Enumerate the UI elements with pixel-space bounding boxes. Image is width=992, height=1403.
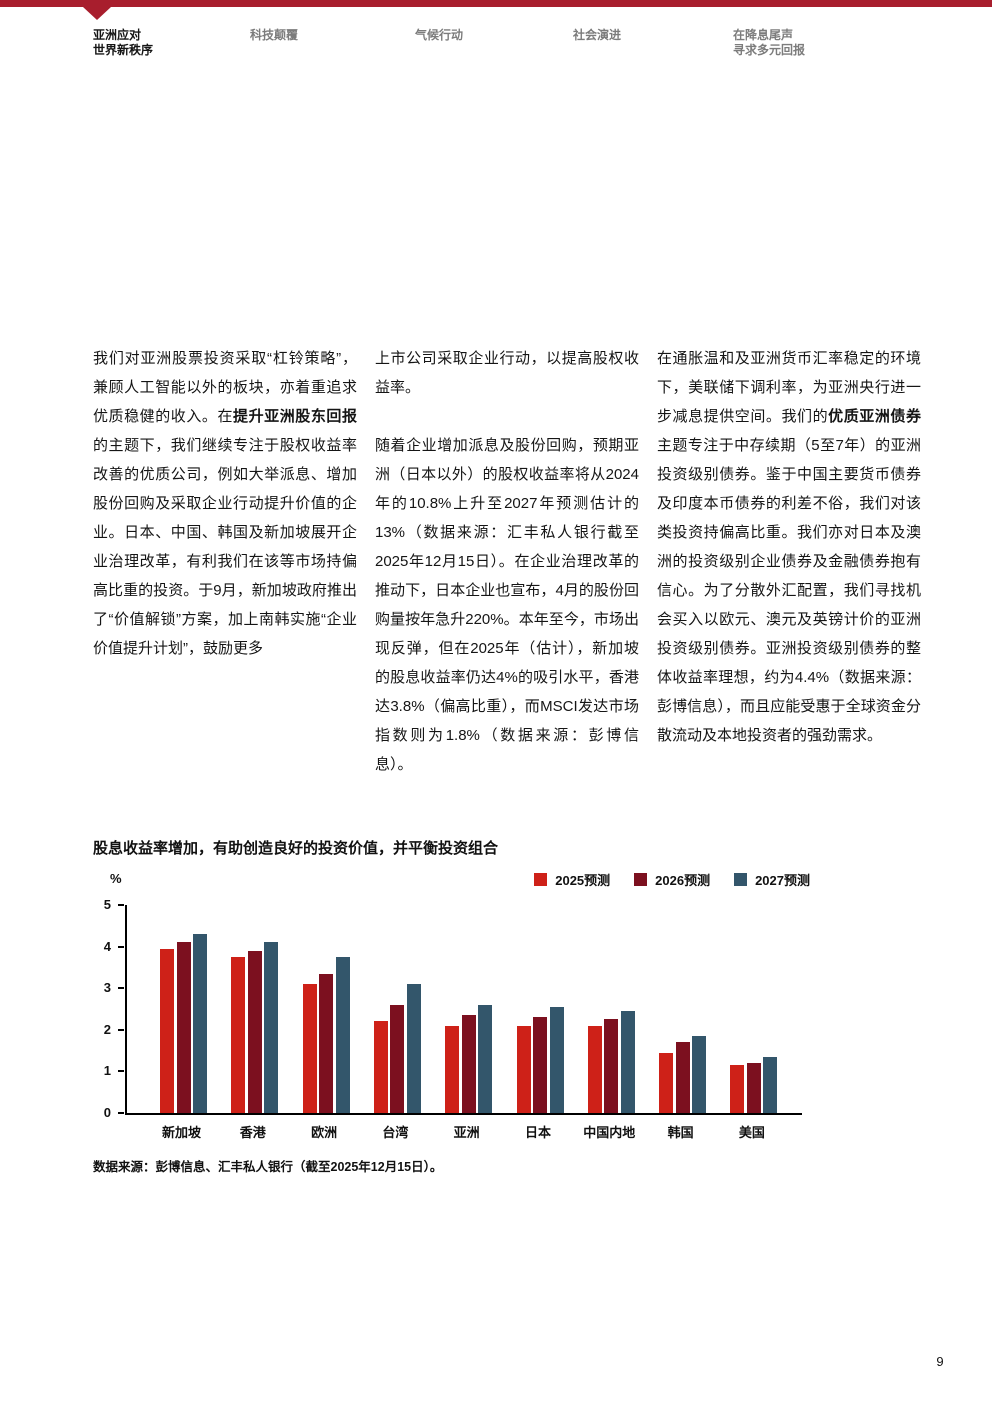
legend-swatch-icon — [734, 873, 748, 886]
x-category-label: 亚洲 — [453, 1125, 480, 1140]
x-category-label: 日本 — [524, 1125, 551, 1140]
x-category-label: 台湾 — [382, 1125, 409, 1140]
bar-中国内地-2025预测 — [587, 1025, 602, 1113]
legend-item: 2027预测 — [734, 870, 810, 889]
bar-日本-2027预测 — [549, 1006, 564, 1113]
y-tick-mark — [118, 1028, 124, 1031]
legend-item: 2025预测 — [534, 870, 610, 889]
chart-title: 股息收益率增加，有助创造良好的投资价值，并平衡投资组合 — [93, 840, 499, 857]
bar-亚洲-2025预测 — [445, 1025, 460, 1113]
emphasis-text: 提升亚洲股东回报 — [233, 408, 357, 425]
y-tick-label: 1 — [103, 1063, 111, 1079]
text-column-2: 上市公司采取企业行动，以提高股权收益率。随着企业增加派息及股份回购，预期亚洲（日… — [375, 344, 639, 779]
bar-香港-2026预测 — [247, 950, 262, 1113]
legend-swatch-icon — [534, 873, 548, 886]
body-text: 我们对亚洲股票投资采取“杠铃策略”，兼顾人工智能以外的板块，亦着重追求优质稳健的… — [93, 350, 357, 425]
y-tick-mark — [118, 945, 124, 948]
bar-韩国-2026预测 — [675, 1042, 690, 1113]
y-tick-label: 3 — [103, 980, 111, 996]
text-column-1: 我们对亚洲股票投资采取“杠铃策略”，兼顾人工智能以外的板块，亦着重追求优质稳健的… — [93, 344, 357, 779]
bar-中国内地-2026预测 — [604, 1019, 619, 1113]
bar-台湾-2027预测 — [406, 984, 421, 1113]
bar-台湾-2026预测 — [390, 1004, 405, 1113]
y-tick-label: 4 — [103, 938, 111, 954]
bar-欧洲-2027预测 — [335, 957, 350, 1113]
y-tick-mark — [118, 1070, 124, 1073]
bar-美国-2027预测 — [763, 1056, 778, 1113]
body-text: 在通胀温和及亚洲货币汇率稳定的环境下，美联储下调利率，为亚洲央行进一步减息提供空… — [657, 350, 921, 425]
bar-日本-2026预测 — [533, 1017, 547, 1113]
bar-美国-2025预测 — [730, 1065, 745, 1113]
chart-source-note: 数据来源：彭博信息、汇丰私人银行（截至2025年12月15日）。 — [93, 1160, 443, 1174]
section-marker-triangle — [83, 7, 111, 20]
chart-legend: 2025预测 2026预测 2027预测 — [93, 870, 810, 889]
nav-item-label: 在降息尾声 — [733, 28, 794, 42]
paragraph: 在通胀温和及亚洲货币汇率稳定的环境下，美联储下调利率，为亚洲央行进一步减息提供空… — [657, 344, 921, 750]
nav-item-1: 亚洲应对 世界新秩序 — [93, 28, 153, 58]
nav-item-3: 气候行动 — [415, 28, 463, 43]
paragraph: 上市公司采取企业行动，以提高股权收益率。 — [375, 344, 639, 402]
legend-item: 2026预测 — [634, 870, 710, 889]
x-category-label: 美国 — [738, 1125, 765, 1140]
bar-亚洲-2026预测 — [461, 1015, 476, 1113]
nav-item-2: 科技颠覆 — [250, 28, 298, 43]
body-text: 的主题下，我们继续专注于股权收益率改善的优质公司，例如大举派息、增加股份回购及采… — [93, 437, 357, 657]
emphasis-text: 优质亚洲债券 — [828, 408, 921, 425]
bar-韩国-2025预测 — [659, 1052, 674, 1113]
nav-item-label: 社会演进 — [573, 28, 622, 42]
body-text: 上市公司采取企业行动，以提高股权收益率。 — [375, 350, 639, 396]
nav-item-4: 社会演进 — [573, 28, 621, 43]
bar-香港-2025预测 — [231, 957, 246, 1113]
page-number: 9 — [936, 1354, 944, 1369]
y-tick-mark — [118, 987, 124, 990]
bar-日本-2025预测 — [516, 1025, 531, 1113]
nav-item-label: 世界新秩序 — [93, 43, 154, 57]
y-axis-unit-label: % — [110, 871, 122, 886]
paragraph: 我们对亚洲股票投资采取“杠铃策略”，兼顾人工智能以外的板块，亦着重追求优质稳健的… — [93, 344, 357, 663]
legend-label: 2026预测 — [655, 873, 711, 888]
bar-亚洲-2027预测 — [478, 1004, 493, 1113]
bar-新加坡-2025预测 — [160, 948, 174, 1113]
article-columns: 我们对亚洲股票投资采取“杠铃策略”，兼顾人工智能以外的板块，亦着重追求优质稳健的… — [93, 344, 921, 779]
chart-plot-area — [125, 905, 802, 1115]
top-accent-bar — [0, 0, 992, 7]
body-text: 随着企业增加派息及股份回购，预期亚洲（日本以外）的股权收益率将从2024年的10… — [375, 437, 639, 773]
bar-香港-2027预测 — [264, 942, 279, 1113]
bar-新加坡-2026预测 — [176, 942, 191, 1113]
y-tick-mark — [118, 1112, 124, 1114]
x-category-label: 韩国 — [667, 1125, 694, 1140]
legend-label: 2025预测 — [555, 873, 611, 888]
y-tick-label: 0 — [103, 1105, 111, 1120]
body-text: 主题专注于中存续期（5至7年）的亚洲投资级别债券。鉴于中国主要货币债券及印度本币… — [657, 437, 921, 744]
x-category-label: 中国内地 — [583, 1125, 636, 1140]
nav-item-label: 科技颠覆 — [250, 28, 299, 42]
text-column-3: 在通胀温和及亚洲货币汇率稳定的环境下，美联储下调利率，为亚洲央行进一步减息提供空… — [657, 344, 921, 779]
y-tick-label: 5 — [103, 897, 111, 912]
nav-item-label: 气候行动 — [415, 28, 464, 42]
legend-label: 2027预测 — [755, 873, 810, 888]
legend-swatch-icon — [634, 873, 648, 886]
y-tick-mark — [118, 904, 124, 906]
bar-台湾-2025预测 — [373, 1021, 388, 1113]
x-category-label: 香港 — [239, 1125, 266, 1140]
bar-韩国-2027预测 — [692, 1036, 707, 1113]
y-tick-label: 2 — [103, 1021, 111, 1037]
nav-item-5: 在降息尾声 寻求多元回报 — [733, 28, 805, 58]
nav-item-label: 亚洲应对 — [93, 28, 142, 42]
bar-美国-2026预测 — [746, 1063, 761, 1113]
paragraph: 随着企业增加派息及股份回购，预期亚洲（日本以外）的股权收益率将从2024年的10… — [375, 431, 639, 779]
section-nav: 亚洲应对 世界新秩序 科技颠覆 气候行动 社会演进 在降息尾声 寻求多元回报 — [0, 28, 992, 68]
x-category-label: 欧洲 — [311, 1125, 338, 1140]
x-category-label: 新加坡 — [161, 1125, 201, 1140]
bar-新加坡-2027预测 — [193, 934, 207, 1113]
nav-item-label: 寻求多元回报 — [733, 43, 806, 57]
bar-欧洲-2026预测 — [319, 973, 334, 1113]
bar-欧洲-2025预测 — [302, 984, 317, 1113]
bar-中国内地-2027预测 — [620, 1011, 635, 1113]
